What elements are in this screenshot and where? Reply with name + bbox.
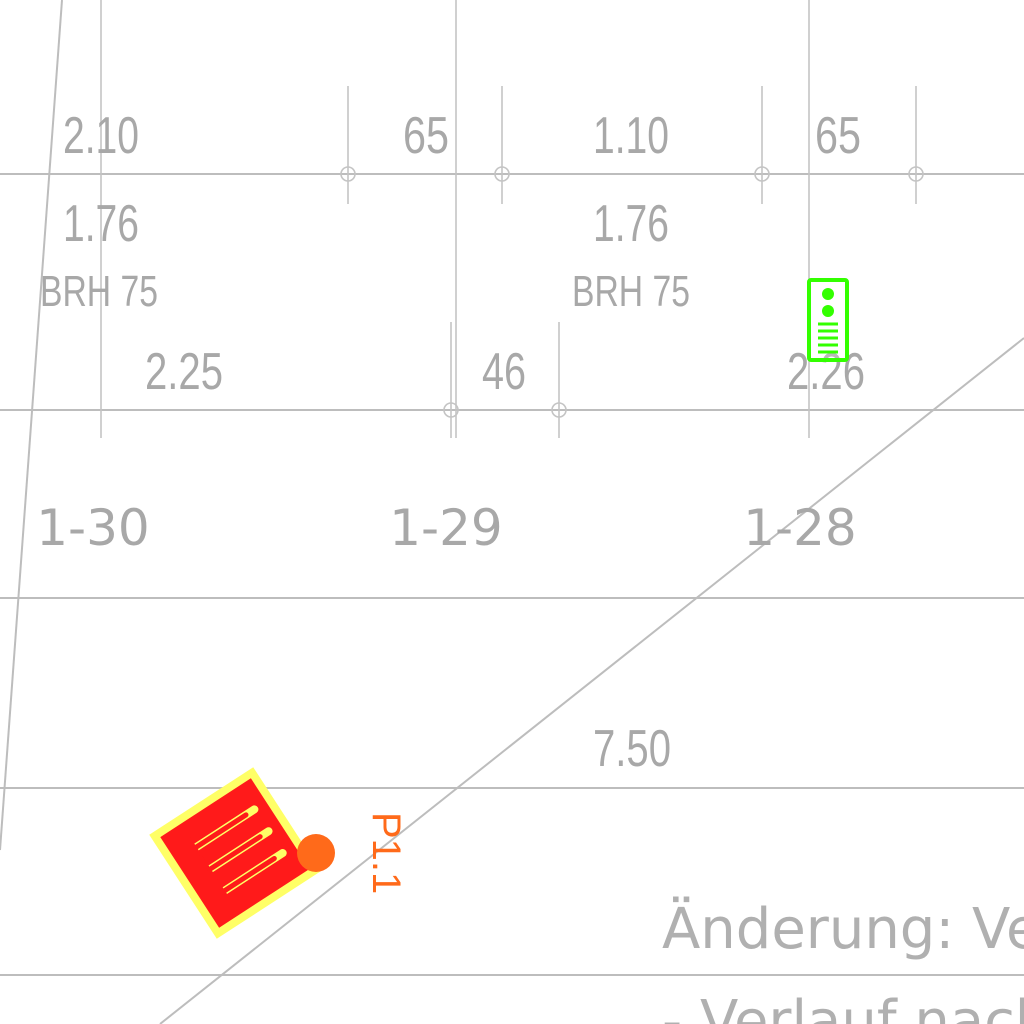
marker-dot[interactable] — [297, 834, 335, 872]
intercom-device-icon[interactable] — [807, 278, 849, 362]
dimension-label: 46 — [482, 343, 526, 401]
slanted-wall-left — [0, 0, 63, 851]
change-note-line-1: Änderung: Ve — [662, 897, 1024, 962]
tick-circle — [908, 166, 924, 182]
dimension-label: 65 — [815, 107, 861, 165]
tick-circle — [443, 402, 459, 418]
marker-label: P1.1 — [364, 812, 408, 894]
sill-height-label: BRH 75 — [40, 267, 158, 316]
room-number: 1-30 — [36, 499, 149, 557]
dimension-label: 1.76 — [63, 195, 139, 253]
room-number: 1-28 — [743, 499, 856, 557]
diagonal-wall — [159, 337, 1024, 1024]
emergency-exit-sign-icon[interactable] — [149, 767, 321, 939]
room-labels: 1-30 1-29 1-28 — [36, 499, 856, 557]
sill-height-label: BRH 75 — [572, 267, 690, 316]
dimension-label: 65 — [403, 107, 449, 165]
dimension-ticks — [340, 86, 924, 438]
dimension-label: 2.10 — [63, 107, 139, 165]
dimension-label: 1.76 — [593, 195, 669, 253]
change-note-line-2: - Verlauf nach — [662, 989, 1024, 1024]
dimension-labels: 2.10 65 1.10 65 1.76 1.76 BRH 75 BRH 75 … — [40, 107, 865, 778]
dimension-label: 1.10 — [593, 107, 669, 165]
tick-circle — [340, 166, 356, 182]
dimension-label: 2.25 — [145, 343, 223, 401]
tick-circle — [754, 166, 770, 182]
span-dimension-label: 7.50 — [593, 720, 671, 778]
tick-circle — [551, 402, 567, 418]
tick-circle — [494, 166, 510, 182]
room-number: 1-29 — [389, 499, 502, 557]
